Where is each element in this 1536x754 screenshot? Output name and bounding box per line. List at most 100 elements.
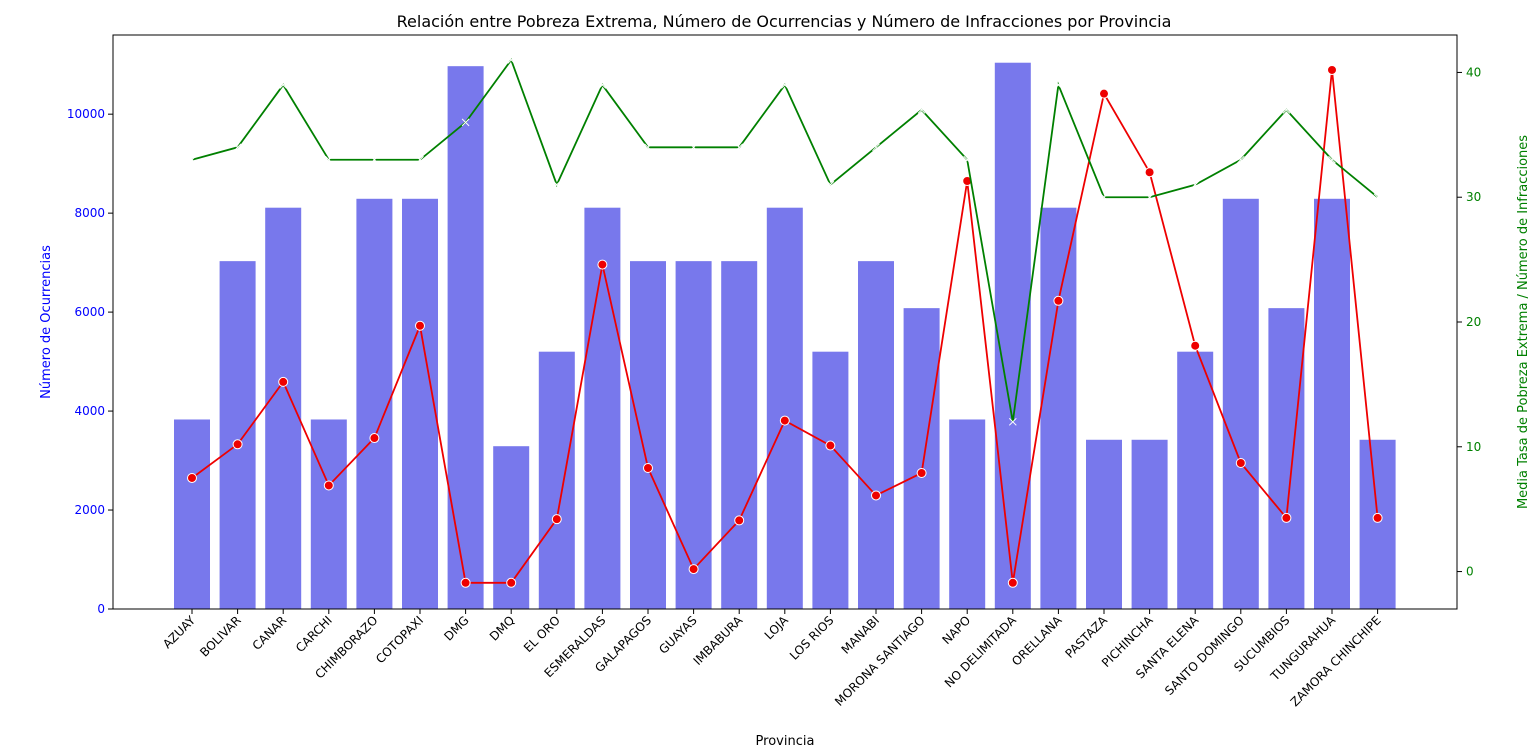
series-point xyxy=(734,515,745,526)
bar xyxy=(721,261,758,609)
y-axis-label: Número de Ocurrencias xyxy=(39,245,54,399)
bar xyxy=(310,419,347,609)
series-point xyxy=(1235,458,1246,469)
series-point xyxy=(1053,295,1064,306)
bar xyxy=(402,198,438,609)
y-right-tick-label: 30 xyxy=(1466,190,1481,204)
bar xyxy=(356,198,393,609)
series-point xyxy=(552,180,561,189)
series-point xyxy=(1099,88,1109,99)
y-tick-label: 8000 xyxy=(74,206,105,220)
y-tick-label: 2000 xyxy=(74,503,105,517)
x-tick-label: NAPO xyxy=(939,613,973,647)
chart-title: Relación entre Pobreza Extrema, Número d… xyxy=(397,12,1172,31)
y-axis-label-right: Media Tasa de Pobreza Extrema / Número d… xyxy=(1516,135,1531,509)
bar xyxy=(1086,439,1122,609)
x-tick-label: EL ORO xyxy=(521,613,563,655)
series-point xyxy=(188,155,196,164)
bar xyxy=(766,207,803,609)
x-tick-label: AZUAY xyxy=(160,613,199,652)
series-point xyxy=(644,143,652,152)
x-tick-label: MORONA SANTIAGO xyxy=(832,613,928,709)
series-point xyxy=(416,155,424,164)
series-point xyxy=(825,440,836,451)
series-point xyxy=(1372,512,1383,523)
x-tick-label: BOLIVAR xyxy=(197,613,243,659)
series-point xyxy=(232,439,243,450)
series-point xyxy=(872,143,880,152)
x-tick-label: MANABI xyxy=(839,613,883,657)
series-point xyxy=(1054,81,1063,89)
right-axis: 0 10 20 30 40 xyxy=(1457,65,1481,579)
series-point xyxy=(187,472,197,483)
series-point xyxy=(643,462,653,473)
series-point xyxy=(370,155,379,164)
series-point xyxy=(233,143,242,152)
series-point xyxy=(279,81,288,89)
y-tick-label: 10000 xyxy=(67,107,105,121)
bar xyxy=(1222,198,1259,609)
series-point xyxy=(688,564,699,575)
bar xyxy=(994,62,1031,610)
x-tick-label: LOJA xyxy=(762,613,792,643)
bar xyxy=(1268,308,1305,609)
series-point xyxy=(963,155,972,164)
series-point xyxy=(1008,417,1017,426)
x-tick-label: CANAR xyxy=(250,613,290,653)
series-point xyxy=(1328,155,1336,164)
series-point xyxy=(1373,193,1382,202)
series-point xyxy=(917,106,926,114)
series-point xyxy=(415,320,425,331)
x-tick-label: ORELLANA xyxy=(1009,613,1065,669)
series-point xyxy=(1327,64,1337,75)
bar xyxy=(1131,439,1168,609)
series-point xyxy=(916,467,927,478)
series-point xyxy=(461,118,470,127)
series-point xyxy=(1190,340,1201,351)
y-tick-label: 6000 xyxy=(74,305,105,319)
bar xyxy=(630,261,666,609)
left-axis: 0 2000 4000 6000 8000 10000 xyxy=(67,107,113,616)
x-tick-label: PASTAZA xyxy=(1063,613,1111,661)
series-point xyxy=(323,480,334,491)
series-point xyxy=(689,143,698,152)
series-point xyxy=(460,577,471,588)
series-point xyxy=(551,514,562,525)
series-point xyxy=(1191,180,1200,189)
bar xyxy=(174,419,210,609)
bar xyxy=(219,261,256,609)
y-right-tick-label: 20 xyxy=(1466,315,1481,329)
series-point xyxy=(871,490,881,501)
x-tick-label: CARCHI xyxy=(293,613,335,655)
bar xyxy=(858,261,894,609)
series-point xyxy=(1100,193,1108,202)
series-point xyxy=(598,81,607,89)
series-point xyxy=(506,577,517,588)
x-axis: AZUAY BOLIVAR CANAR CARCHICHIMBORAZOCOTOPAX… xyxy=(160,609,1384,709)
series-point xyxy=(1007,577,1018,588)
bar xyxy=(584,207,621,609)
y-right-tick-label: 10 xyxy=(1466,440,1481,454)
series-point xyxy=(1145,193,1154,202)
bar xyxy=(1359,439,1396,609)
x-tick-label: DMG xyxy=(441,613,471,643)
bar xyxy=(447,66,484,610)
x-tick-label: COTOPAXI xyxy=(373,613,426,666)
y-right-tick-label: 40 xyxy=(1466,65,1481,79)
series-point xyxy=(779,415,790,426)
series-point xyxy=(1281,512,1292,523)
x-tick-label: IMBABURA xyxy=(691,613,746,668)
y-tick-label: 0 xyxy=(97,602,105,616)
bar xyxy=(538,351,575,609)
x-tick-label: GUAYAS xyxy=(656,613,700,657)
series-point xyxy=(1282,106,1291,114)
series-point xyxy=(780,81,789,89)
series-point xyxy=(1236,155,1245,164)
series-point xyxy=(507,56,516,64)
x-tick-label: ZAMORA CHINCHIPE xyxy=(1288,613,1384,709)
bar xyxy=(1040,207,1077,609)
x-tick-label: LOS RIOS xyxy=(787,613,837,663)
series-point xyxy=(597,259,608,270)
bar xyxy=(949,419,986,609)
